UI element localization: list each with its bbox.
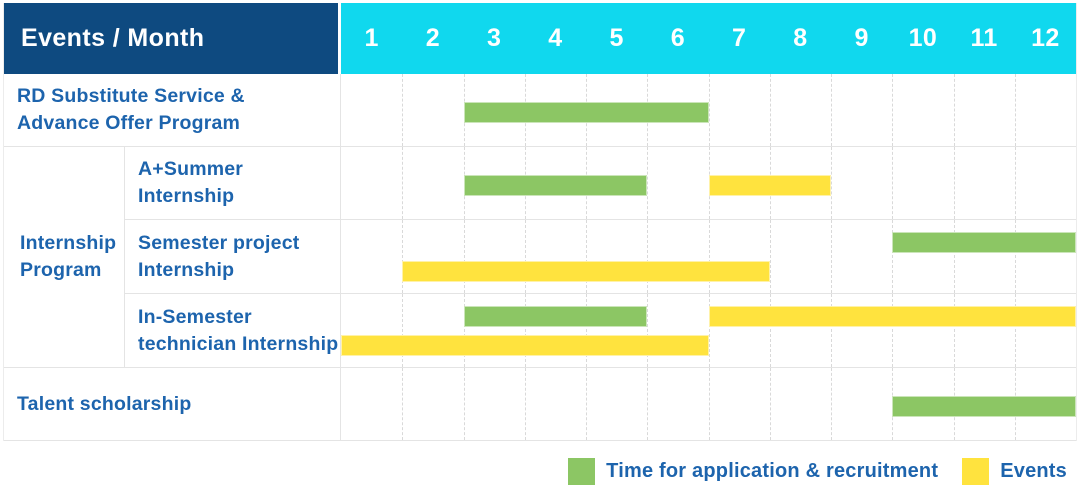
row-label: RD Substitute Service & Advance Offer Pr… [4, 74, 341, 146]
month-gridline [769, 74, 771, 146]
month-gridline [524, 220, 526, 293]
month-gridline [769, 294, 771, 367]
month-gridline [586, 294, 587, 367]
month-gridline [953, 220, 955, 293]
month-gridline [647, 147, 649, 219]
event-bar [341, 335, 709, 356]
month-gridline [402, 220, 404, 293]
month-gridline [402, 147, 404, 219]
group-label: Internship Program [4, 147, 125, 367]
header-corner-cell: Events / Month [4, 3, 341, 74]
table-row: A+Summer Internship [125, 147, 1076, 220]
month-gridline [892, 220, 894, 293]
month-gridline [1014, 74, 1016, 146]
row-chart-area [341, 220, 1076, 293]
month-gridline [769, 220, 771, 293]
group-rows: A+Summer Internship Semester project Int… [125, 147, 1076, 367]
month-gridline [708, 220, 710, 293]
month-label: 4 [548, 24, 563, 52]
month-gridline [769, 368, 771, 440]
events-table: Events / Month 1 2 3 4 5 6 7 8 9 10 11 12 RD Substi… [3, 3, 1077, 441]
recruitment-bar [892, 232, 1076, 253]
month-gridline [708, 294, 710, 367]
month-label: 3 [486, 24, 502, 52]
row-chart-area [341, 368, 1076, 440]
internship-program-group: Internship Program A+Summer Internship S… [4, 147, 1076, 368]
month-label: 1 [364, 24, 379, 52]
row-label: Talent scholarship [4, 368, 341, 440]
row-label: A+Summer Internship [125, 147, 341, 219]
header-months-row: 1 2 3 4 5 6 7 8 9 10 11 12 [341, 3, 1076, 74]
month-gridline [708, 368, 710, 440]
month-gridline [831, 147, 832, 219]
month-gridline [402, 74, 404, 146]
month-gridline [831, 368, 832, 440]
event-bar [708, 306, 1076, 327]
recruitment-swatch-icon [568, 458, 596, 485]
recruitment-bar [463, 306, 648, 327]
month-gridline [524, 294, 526, 367]
table-row: In-Semester technician Internship [125, 294, 1076, 367]
month-gridline [708, 74, 710, 146]
legend: Time for application & recruitment Events [568, 458, 1067, 485]
month-label: 2 [425, 24, 441, 52]
month-gridline [524, 368, 526, 440]
month-label: 12 [1031, 24, 1060, 52]
event-bar [402, 261, 770, 282]
month-gridline [647, 368, 649, 440]
month-gridline [463, 368, 465, 440]
month-gridline [1014, 147, 1016, 219]
recruitment-bar [463, 175, 648, 196]
month-gridline [586, 368, 587, 440]
legend-label: Time for application & recruitment [606, 460, 939, 482]
recruitment-bar [892, 396, 1076, 417]
legend-label: Events [1000, 460, 1067, 482]
row-label: In-Semester technician Internship [125, 294, 341, 367]
month-gridline [953, 294, 955, 367]
row-label: Semester project Internship [125, 220, 341, 293]
month-gridline [463, 220, 465, 293]
legend-item: Time for application & recruitment [568, 458, 938, 485]
month-label: 6 [670, 24, 686, 52]
month-gridline [892, 294, 894, 367]
month-gridline [463, 294, 465, 367]
month-gridline [892, 147, 894, 219]
month-gridline [831, 220, 832, 293]
header-corner-label: Events / Month [21, 24, 205, 52]
month-label: 8 [793, 24, 808, 52]
row-chart-area [341, 294, 1076, 367]
month-gridline [1014, 220, 1016, 293]
month-gridline [953, 74, 955, 146]
month-gridline [402, 294, 404, 367]
recruitment-bar [463, 102, 709, 123]
header-row: Events / Month 1 2 3 4 5 6 7 8 9 10 11 12 [4, 3, 1076, 74]
month-gridline [1014, 294, 1016, 367]
table-row: Talent scholarship [4, 368, 1076, 441]
month-label: 7 [731, 24, 747, 52]
month-gridline [892, 74, 894, 146]
month-label: 10 [908, 24, 938, 52]
table-row: RD Substitute Service & Advance Offer Pr… [4, 74, 1076, 147]
row-chart-area [341, 147, 1076, 219]
month-label: 5 [609, 24, 624, 52]
month-label: 11 [970, 24, 998, 52]
month-gridline [647, 220, 649, 293]
event-swatch-icon [962, 458, 990, 485]
legend-item: Events [962, 458, 1067, 485]
month-gridline [831, 74, 832, 146]
event-bar [708, 175, 831, 196]
month-gridline [402, 368, 404, 440]
month-label: 9 [854, 24, 869, 52]
table-row: Semester project Internship [125, 220, 1076, 294]
month-gridline [586, 220, 587, 293]
month-gridline [953, 147, 955, 219]
month-gridline [647, 294, 649, 367]
row-chart-area [341, 74, 1076, 146]
month-gridline [831, 294, 832, 367]
